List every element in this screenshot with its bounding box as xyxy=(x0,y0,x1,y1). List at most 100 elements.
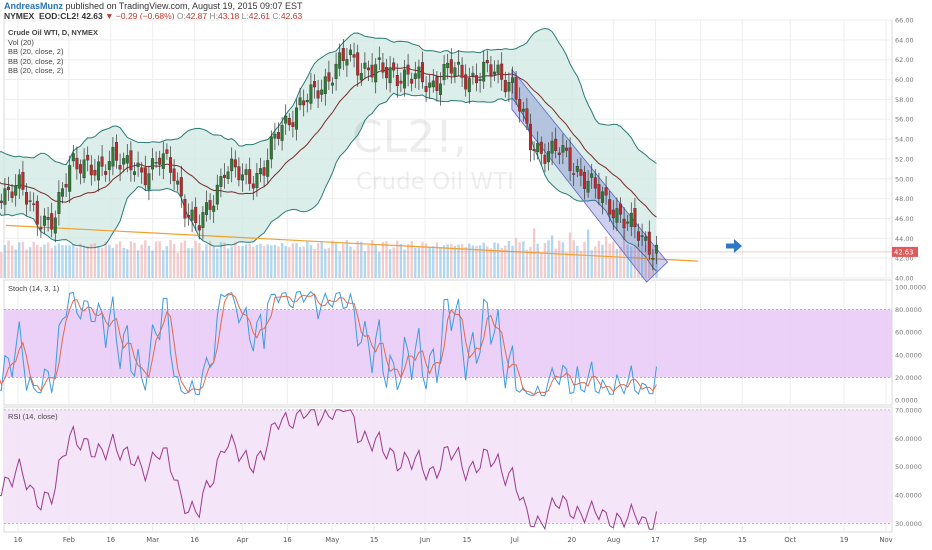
volume-bar xyxy=(345,240,349,278)
candle-body xyxy=(82,159,86,179)
candle-body xyxy=(366,67,370,71)
legend-bb2[interactable]: BB (20, close, 2) xyxy=(8,56,64,66)
candle-body xyxy=(172,168,176,181)
candle-body xyxy=(312,81,316,88)
volume-bar xyxy=(381,242,385,278)
candle-body xyxy=(633,208,637,227)
volume-bar xyxy=(572,240,575,278)
candle-body xyxy=(21,172,25,190)
volume-bar xyxy=(504,245,507,278)
candle-body xyxy=(507,81,511,92)
candle-body xyxy=(42,215,46,226)
volume-bar xyxy=(388,249,392,278)
candle-body xyxy=(399,80,403,84)
close-label: C: xyxy=(272,11,281,21)
volume-bar xyxy=(291,243,295,278)
candle-body xyxy=(323,76,327,94)
volume-bar xyxy=(327,247,331,278)
stoch-tick-label: 20.0000 xyxy=(895,374,922,382)
candle-body xyxy=(604,187,608,196)
volume-bar xyxy=(489,248,493,278)
candle-body xyxy=(597,184,601,199)
volume-bar xyxy=(187,248,190,278)
volume-bar xyxy=(482,242,485,278)
volume-bar xyxy=(529,246,532,278)
volume-bar xyxy=(460,244,464,278)
volume-bar xyxy=(39,247,43,278)
volume-bar xyxy=(183,240,187,278)
candle-body xyxy=(536,143,540,152)
candle-body xyxy=(352,54,356,58)
candle-body xyxy=(53,217,57,234)
candle-body xyxy=(305,99,309,103)
volume-bar xyxy=(201,250,205,278)
high-label: H: xyxy=(209,11,219,21)
price-tick-label: 48.00 xyxy=(895,195,914,203)
candle-body xyxy=(485,60,489,64)
candle-body xyxy=(183,199,187,219)
legend-bb3[interactable]: BB (20, close, 2) xyxy=(8,66,64,75)
volume-bar xyxy=(478,245,482,278)
volume-bar xyxy=(514,238,518,278)
candle-body xyxy=(251,183,255,189)
volume-bar xyxy=(266,244,269,278)
candle-body xyxy=(24,192,28,205)
time-tick-label: Apr xyxy=(237,536,249,544)
volume-bar xyxy=(306,241,309,278)
rsi-tick-label: 50.0000 xyxy=(895,463,922,471)
volume-bar xyxy=(525,249,529,278)
candle-body xyxy=(266,160,270,177)
candle-body xyxy=(143,167,147,186)
volume-bar xyxy=(126,248,129,278)
candle-body xyxy=(453,67,457,77)
rsi-tick-label: 70.0000 xyxy=(895,406,922,414)
time-tick-label: 20 xyxy=(567,536,576,544)
stoch-k-line xyxy=(0,290,657,397)
volume-bar xyxy=(28,247,32,278)
time-tick-label: 16 xyxy=(106,536,115,544)
volume-bar xyxy=(619,246,622,278)
time-tick-label: 17 xyxy=(651,536,660,544)
volume-bar xyxy=(352,249,356,278)
volume-bar xyxy=(500,247,503,278)
candle-body xyxy=(424,86,428,92)
author-link[interactable]: AndreasMunz xyxy=(4,1,64,11)
candle-body xyxy=(39,227,43,230)
time-tick-label: Aug xyxy=(607,536,620,544)
volume-bar xyxy=(608,243,611,278)
time-tick-label: Oct xyxy=(784,536,796,544)
candle-body xyxy=(140,167,144,173)
volume-bar xyxy=(25,249,28,278)
rsi-line xyxy=(0,408,657,531)
candle-body xyxy=(561,145,565,153)
legend-bb1[interactable]: BB (20, close, 2) xyxy=(8,47,64,56)
candle-body xyxy=(129,150,133,171)
stoch-legend[interactable]: Stoch (14, 3, 1) xyxy=(8,284,60,293)
volume-bar xyxy=(140,244,143,278)
volume-bar xyxy=(417,247,421,278)
volume-bar xyxy=(313,248,316,278)
volume-bar xyxy=(277,246,280,278)
candle-body xyxy=(532,148,536,151)
bollinger-upper xyxy=(0,27,657,166)
symbol-name[interactable]: NYMEX_EOD:CL2! xyxy=(4,11,80,21)
candle-body xyxy=(60,188,64,197)
candle-body xyxy=(327,72,331,82)
rsi-legend[interactable]: RSI (14, close) xyxy=(8,412,58,421)
candle-body xyxy=(460,64,464,78)
candle-body xyxy=(356,52,360,76)
legend-vol[interactable]: Vol (20) xyxy=(8,37,34,47)
candle-body xyxy=(496,64,500,74)
volume-bar xyxy=(82,245,86,278)
candle-body xyxy=(233,159,237,168)
volume-bar xyxy=(205,244,208,278)
volume-bar xyxy=(349,246,352,278)
bollinger-fill xyxy=(0,28,657,271)
legend-title[interactable]: Crude Oil WTI, D, NYMEX xyxy=(8,28,99,37)
volume-bar xyxy=(493,242,496,278)
candle-body xyxy=(525,108,529,124)
candle-body xyxy=(381,62,385,73)
time-tick-label: Sep xyxy=(694,536,707,544)
candle-body xyxy=(428,82,432,88)
